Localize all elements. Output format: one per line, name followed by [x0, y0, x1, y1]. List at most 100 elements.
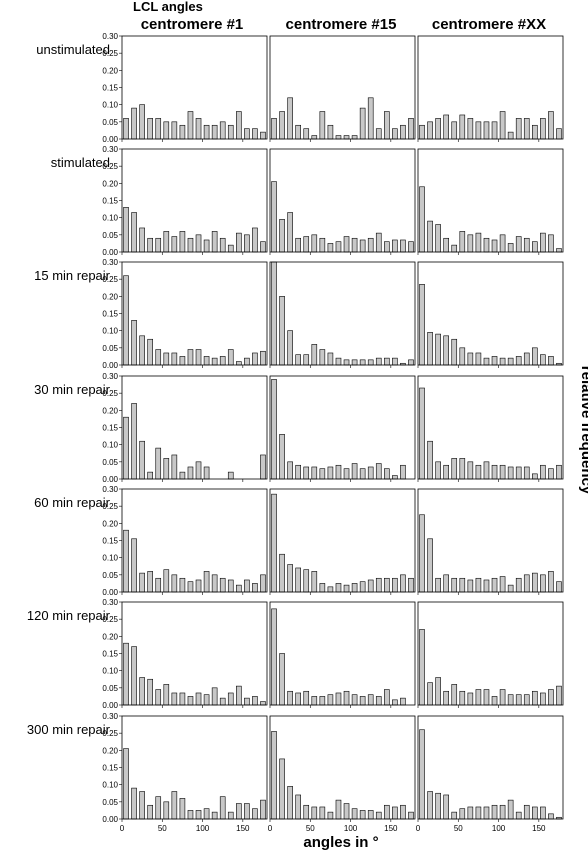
y-tick-label: 0.20 [102, 406, 118, 415]
histogram-bar [319, 349, 326, 366]
y-tick-label: 0.30 [102, 258, 118, 267]
histogram-bar [187, 696, 194, 706]
histogram-bar [335, 464, 342, 480]
histogram-bar [359, 359, 366, 366]
histogram-bar [384, 357, 390, 366]
histogram-bar [515, 236, 522, 253]
histogram-bar [515, 118, 522, 140]
histogram-bar [195, 579, 202, 593]
histogram-bar [139, 227, 145, 253]
panel-frame [417, 715, 564, 820]
histogram-bar [491, 464, 498, 480]
y-tick-label: 0.00 [102, 475, 118, 484]
histogram-bar [252, 352, 258, 366]
y-tick-label: 0.15 [102, 310, 118, 319]
y-tick-label: 0.30 [102, 485, 118, 494]
histogram-bar [548, 111, 554, 140]
histogram-bar [311, 135, 318, 140]
histogram-bar [499, 464, 506, 480]
histogram-bar [375, 811, 382, 820]
x-tick-label: 150 [532, 824, 546, 833]
histogram-bar [335, 357, 342, 366]
histogram-bar [227, 349, 234, 366]
histogram-bar [343, 690, 350, 706]
histogram-bar [244, 579, 250, 593]
histogram-bar [260, 799, 266, 820]
histogram-bar [523, 574, 530, 593]
histogram-bar [359, 239, 366, 253]
histogram-bar [147, 118, 153, 140]
histogram-bar [163, 352, 170, 366]
histogram-bar [279, 219, 285, 253]
histogram-bar [351, 808, 358, 820]
histogram-bar [400, 239, 406, 253]
histogram-bar [392, 128, 398, 140]
histogram-bar [123, 748, 129, 820]
histogram-bar [435, 461, 441, 480]
histogram-bar [335, 135, 342, 140]
histogram-bar [408, 577, 414, 593]
histogram-bar [359, 810, 366, 820]
panel-frame [417, 35, 564, 140]
y-tick-label: 0.00 [102, 815, 118, 824]
histogram-bar [287, 564, 293, 593]
histogram-bar [319, 468, 326, 480]
histogram-bar [540, 464, 546, 480]
histogram-bar [147, 678, 153, 706]
histogram-panel [417, 601, 564, 708]
panel-frame [269, 715, 416, 820]
histogram-bar [499, 804, 506, 820]
y-tick-label: 0.25 [102, 389, 118, 398]
histogram-bar [427, 538, 433, 593]
x-tick-label: 100 [492, 824, 506, 833]
histogram-bar [139, 572, 145, 593]
histogram-bar [227, 579, 234, 593]
histogram-bar [367, 466, 374, 480]
histogram-bar [211, 811, 218, 820]
histogram-bar [123, 207, 129, 253]
histogram-bar [271, 493, 277, 593]
histogram-bar [219, 356, 226, 366]
x-tick-label: 50 [454, 824, 463, 833]
histogram-bar [540, 692, 546, 706]
histogram-bar [419, 729, 425, 820]
histogram-bar [443, 690, 449, 706]
histogram-bar [295, 237, 301, 253]
histogram-bar [443, 237, 449, 253]
histogram-bar [443, 794, 449, 820]
histogram-bar [435, 118, 441, 140]
panels: 0.000.050.100.150.200.250.300.000.050.10… [102, 32, 564, 833]
histogram-bar [311, 234, 318, 253]
histogram-bar [211, 687, 218, 706]
histogram-bar [548, 571, 554, 593]
histogram-bar [295, 692, 301, 706]
histogram-bar [367, 237, 374, 253]
histogram-bar [392, 577, 398, 593]
histogram-bar [279, 653, 285, 706]
histogram-bar [131, 107, 137, 140]
histogram-bar [427, 332, 433, 366]
histogram-bar [271, 731, 277, 820]
histogram-bar [203, 808, 210, 820]
histogram-panel: 0.00 0.05 0.10 0.15 0.20 0.25 0.30 [102, 485, 268, 597]
histogram-bar [187, 111, 194, 140]
y-tick-label: 0.10 [102, 101, 118, 110]
histogram-bar [491, 577, 498, 593]
y-tick-label: 0.25 [102, 162, 118, 171]
histogram-bar [443, 335, 449, 366]
histogram-bar [155, 689, 162, 706]
histogram-bar [475, 352, 482, 366]
histogram-bar [179, 692, 186, 706]
histogram-bar [187, 237, 194, 253]
histogram-bar [384, 804, 390, 820]
histogram-bar [203, 571, 210, 593]
histogram-bar [271, 379, 277, 480]
histogram-bar [219, 697, 226, 706]
histogram-bar [311, 806, 318, 820]
histogram-bar [556, 464, 562, 480]
histogram-bar [427, 121, 433, 140]
histogram-bar [123, 642, 129, 706]
histogram-bar [351, 135, 358, 140]
histogram-bar [451, 244, 458, 253]
histogram-bar [475, 689, 482, 706]
